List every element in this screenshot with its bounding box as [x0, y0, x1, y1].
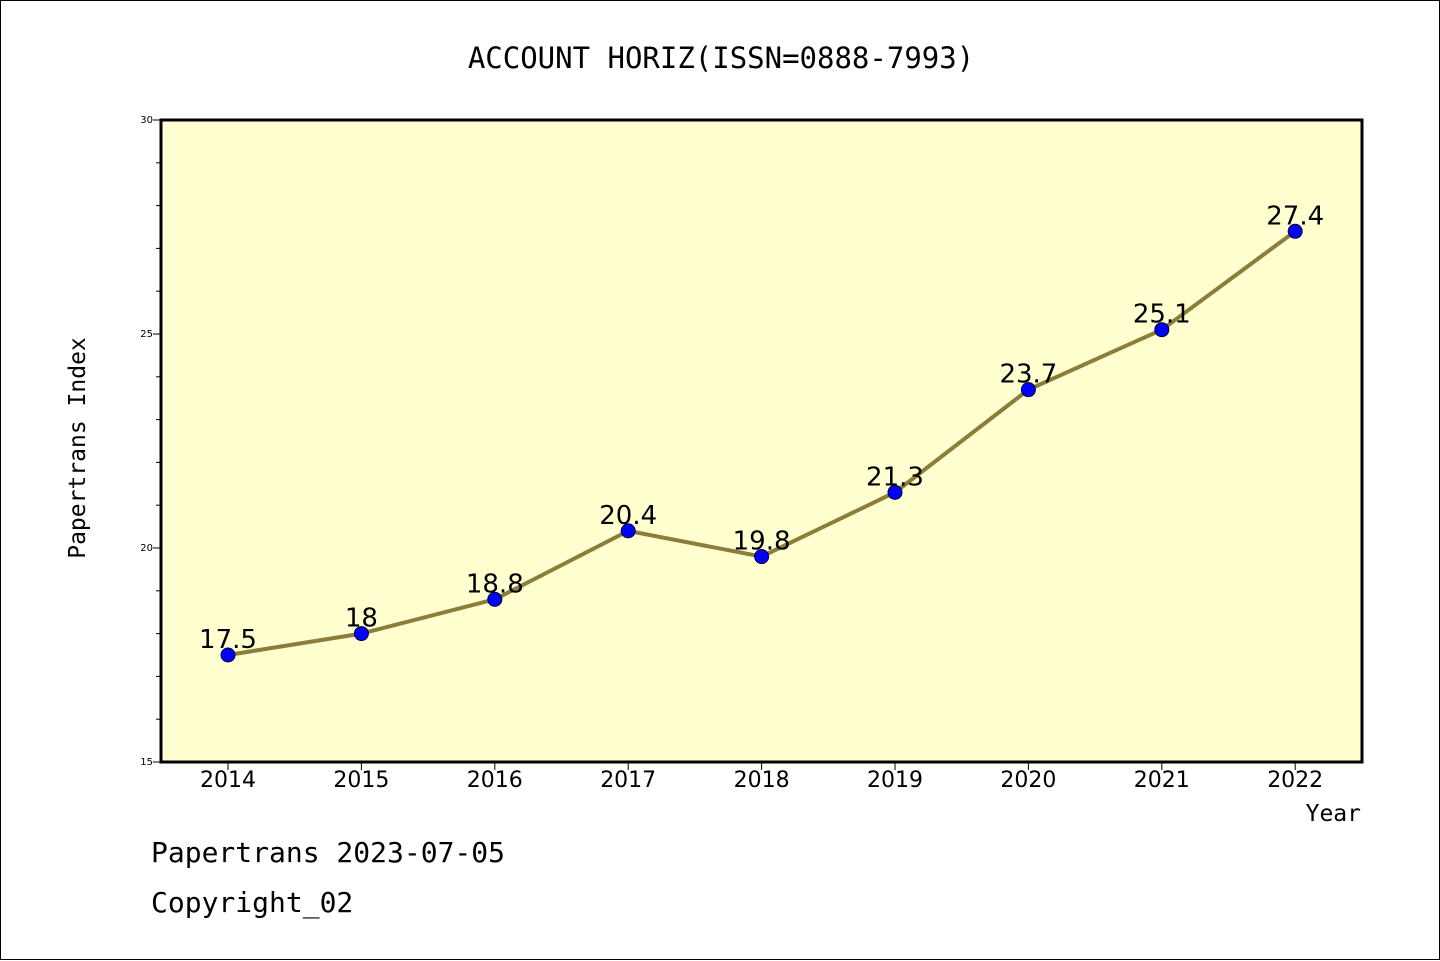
y-tick-label: 20 — [140, 543, 153, 554]
data-point — [1020, 382, 1036, 398]
data-label: 27.4 — [1266, 201, 1324, 231]
x-axis-label: Year — [1306, 801, 1361, 827]
data-label: 19.8 — [733, 527, 791, 557]
data-label: 18 — [345, 604, 378, 634]
data-label: 17.5 — [199, 625, 257, 655]
y-axis-label: Papertrans Index — [65, 337, 91, 559]
data-point — [220, 647, 236, 663]
data-point — [620, 523, 636, 539]
footer-copyright: Copyright_02 — [151, 886, 354, 919]
footer-date: Papertrans 2023-07-05 — [151, 836, 506, 869]
x-tick-label: 2021 — [1134, 768, 1190, 793]
x-tick-label: 2017 — [600, 768, 656, 793]
data-label: 21.3 — [866, 462, 924, 492]
x-tick-label: 2020 — [1000, 768, 1056, 793]
data-label: 25.1 — [1133, 300, 1191, 330]
data-label: 20.4 — [599, 501, 657, 531]
x-tick-label: 2016 — [467, 768, 523, 793]
data-point — [887, 484, 903, 500]
series-layer: 17.5 18 18.8 20.4 19.8 21.3 23.7 25.1 27.4 — [199, 201, 1324, 663]
data-label: 18.8 — [466, 569, 524, 599]
data-point — [353, 626, 369, 642]
x-tick-label: 2018 — [734, 768, 790, 793]
y-tick-label: 15 — [140, 757, 153, 768]
x-tick-label: 2019 — [867, 768, 923, 793]
data-label: 23.7 — [999, 360, 1057, 390]
x-axis: 2014 2015 2016 2017 2018 2019 2020 2021 2022 — [200, 762, 1323, 793]
chart-title: ACCOUNT HORIZ(ISSN=0888-7993) — [468, 41, 974, 75]
data-point — [487, 591, 503, 607]
data-point — [1154, 322, 1170, 338]
data-point — [1287, 223, 1303, 239]
x-tick-label: 2014 — [200, 768, 256, 793]
x-tick-label: 2015 — [333, 768, 389, 793]
y-tick-label: 25 — [140, 329, 153, 340]
data-point — [754, 549, 770, 565]
plot-area — [159, 118, 1364, 764]
y-axis: 15 20 25 30 — [140, 115, 161, 768]
y-tick-label: 30 — [140, 115, 153, 126]
x-tick-label: 2022 — [1267, 768, 1323, 793]
